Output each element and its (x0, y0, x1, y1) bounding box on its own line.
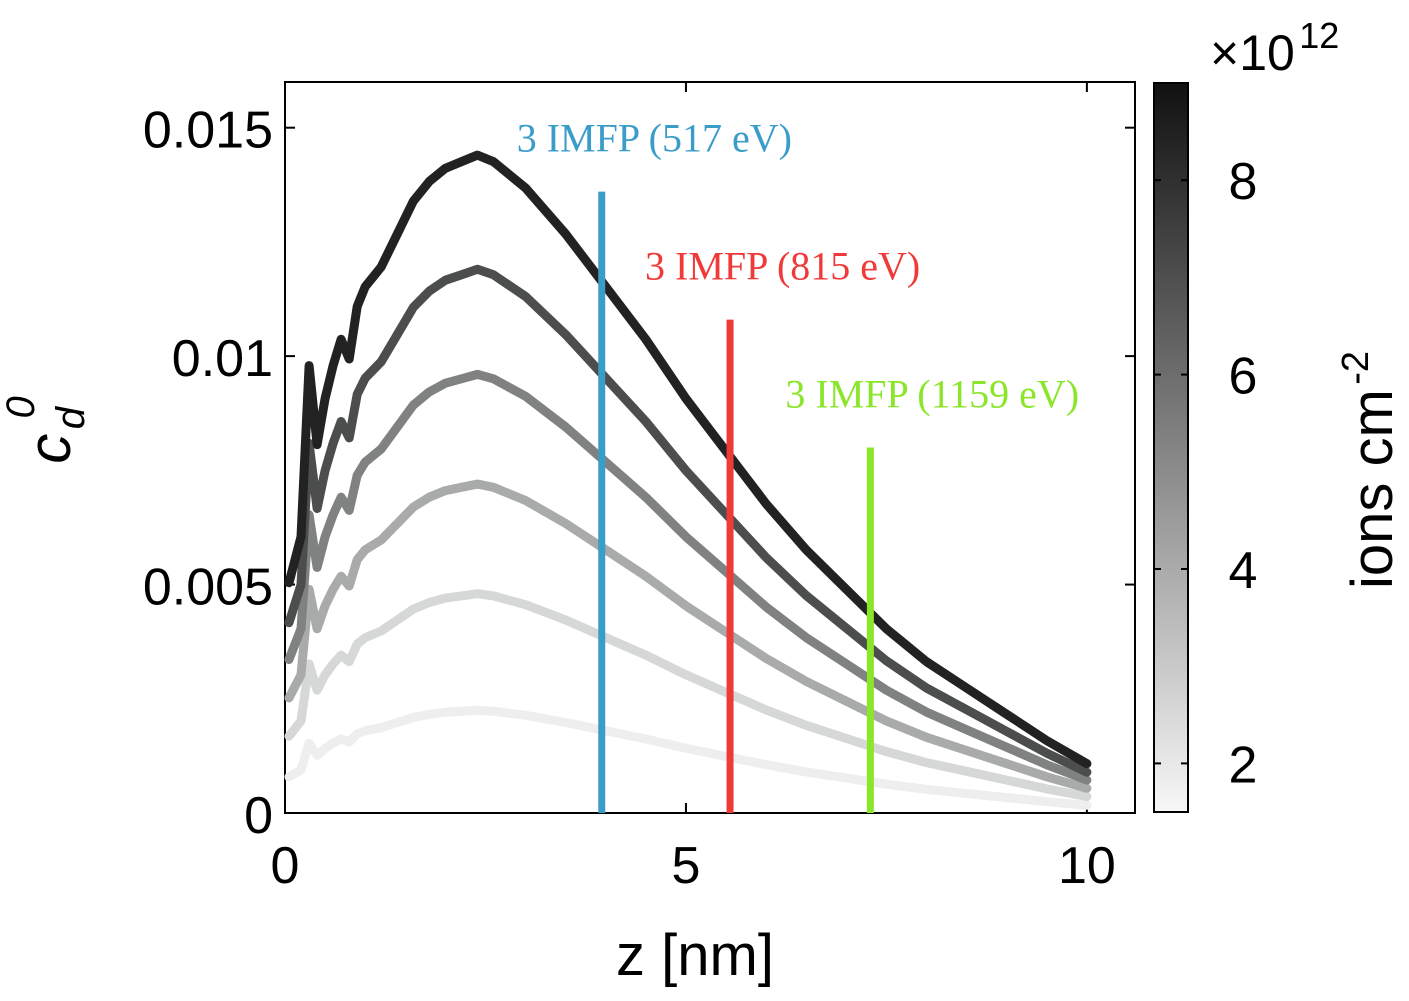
x-tick-label: 5 (671, 837, 700, 895)
series-line-5 (284, 264, 1092, 777)
colorbar-ticks: 2 4 6 8 (1154, 153, 1257, 794)
series-line-3 (284, 479, 1092, 793)
y-tick-label: 0.005 (143, 559, 273, 617)
colorbar-tick-label: 4 (1229, 542, 1258, 600)
series-line-1 (284, 705, 1092, 810)
series-line-2 (284, 589, 1092, 802)
imfp-label-2: 3 IMFP (815 eV) (645, 244, 920, 289)
x-tick-label: 0 (271, 837, 300, 895)
svg-text:ions cm -2: ions cm -2 (1335, 351, 1405, 589)
colorbar-multiplier: ×10 12 (1210, 15, 1339, 81)
axis-ticks: 0 5 10 0 0.005 0.01 0.015 (143, 82, 1135, 895)
svg-text:×10 12: ×10 12 (1210, 15, 1339, 81)
colorbar-multiplier-exp: 12 (1299, 15, 1339, 56)
colorbar-multiplier-prefix: ×10 (1210, 25, 1295, 81)
colorbar-label-main: ions cm (1340, 389, 1405, 589)
svg-text:c d 0: c d 0 (0, 396, 93, 463)
imfp-label-1: 3 IMFP (517 eV) (517, 116, 792, 161)
imfp-label-3: 3 IMFP (1159 eV) (785, 372, 1079, 417)
series-group (284, 150, 1092, 810)
colorbar-tick-label: 8 (1229, 153, 1258, 211)
y-tick-label: 0.015 (143, 102, 273, 160)
x-tick-label: 10 (1058, 837, 1116, 895)
colorbar-tick-label: 2 (1229, 736, 1258, 794)
series-line-4 (284, 369, 1092, 785)
series-line-6 (284, 150, 1092, 769)
y-axis-title: c d 0 (0, 396, 93, 463)
colorbar-label-exp: -2 (1335, 351, 1377, 385)
y-axis-title-sub: d (49, 405, 93, 429)
annotations-group: 3 IMFP (517 eV) 3 IMFP (815 eV) 3 IMFP (11… (517, 116, 1079, 813)
y-axis-title-sup: 0 (0, 396, 43, 418)
colorbar-tick-label: 6 (1229, 348, 1258, 406)
colorbar (1153, 82, 1189, 813)
y-axis-title-base: c (16, 434, 83, 464)
y-tick-label: 0.01 (172, 330, 273, 388)
x-axis-title: z [nm] (616, 923, 774, 988)
y-tick-label: 0 (244, 787, 273, 845)
plot-frame (284, 81, 1136, 814)
colorbar-label: ions cm -2 (1335, 351, 1405, 589)
